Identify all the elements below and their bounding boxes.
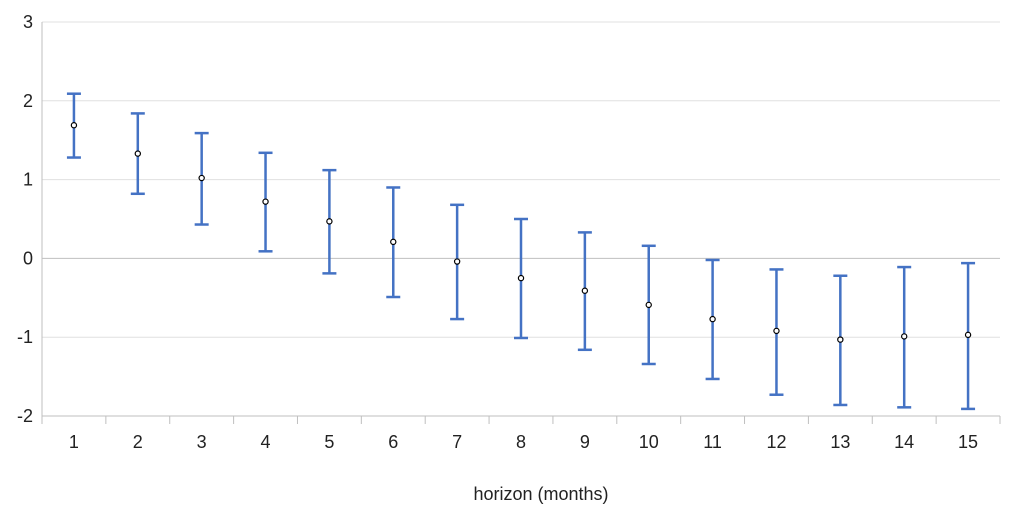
x-tick-label: 8 [516,432,526,452]
data-point [134,150,141,157]
y-tick-label: 1 [23,170,33,190]
data-point [709,315,716,323]
x-tick-label: 11 [703,432,722,452]
data-point [773,327,780,335]
data-point [837,336,844,343]
data-point [645,301,652,309]
y-tick-label: -1 [17,327,33,347]
error-bars-layer [66,92,976,411]
data-point [326,218,333,225]
x-tick-label: 14 [894,432,914,452]
data-point [901,333,908,340]
x-tick-label: 4 [261,432,271,452]
y-tick-label: 3 [23,12,33,32]
x-tick-label: 5 [324,432,334,452]
x-axis-title: horizon (months) [473,484,608,504]
x-tick-label: 13 [830,432,850,452]
x-tick-label: 1 [69,432,79,452]
x-tick-label: 9 [580,432,590,452]
data-point [964,331,972,339]
data-point [390,238,397,246]
data-point [453,258,461,265]
x-tick-label: 3 [197,432,207,452]
data-point [262,198,269,205]
x-tick-label: 2 [133,432,143,452]
data-point [70,122,78,129]
data-point [517,274,525,282]
y-tick-label: 2 [23,91,33,111]
data-point [581,287,589,294]
x-tick-label: 6 [388,432,398,452]
y-tick-label: 0 [23,248,33,268]
points-layer [70,122,972,343]
x-tick-label: 15 [958,432,978,452]
y-tick-label: -2 [17,406,33,426]
data-point [198,174,205,182]
x-tick-label: 7 [452,432,462,452]
x-tick-label: 10 [639,432,659,452]
x-tick-label: 12 [766,432,786,452]
